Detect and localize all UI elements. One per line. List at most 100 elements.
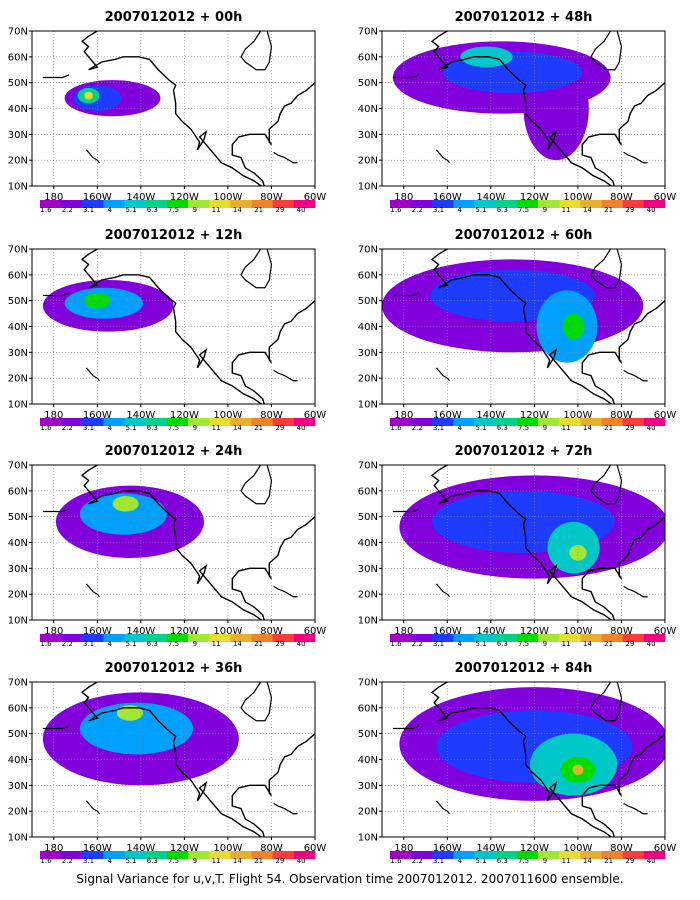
lat-tick-label: 30N: [8, 564, 28, 575]
lon-tick-label: 140W: [476, 626, 505, 637]
coastline: [85, 800, 100, 815]
colorbar-label: 1.6: [40, 640, 52, 648]
lat-tick-label: 20N: [8, 807, 28, 818]
lat-tick-label: 20N: [358, 156, 378, 167]
lon-tick-label: 60W: [304, 192, 327, 203]
colorbar-label: 5.1: [125, 640, 136, 648]
panel-title: 2007012012 + 00h: [105, 10, 243, 25]
colorbar-label: 4: [458, 424, 463, 432]
colorbar-label: 3.1: [83, 206, 94, 214]
panel-title: 2007012012 + 84h: [455, 661, 593, 676]
colorbar-swatch: [124, 634, 147, 642]
lon-tick-label: 160W: [433, 410, 462, 421]
variance-contour: [562, 313, 585, 340]
lon-tick-label: 100W: [563, 410, 592, 421]
coastline: [80, 249, 315, 404]
colorbar-swatch: [61, 634, 83, 642]
lon-tick-label: 180: [394, 410, 413, 421]
coastline: [392, 292, 420, 297]
colorbar-label: 9: [193, 206, 197, 214]
colorbar-label: 11: [212, 640, 221, 648]
colorbar-label: 2.2: [62, 857, 73, 865]
coastline: [435, 583, 450, 598]
lon-tick-label: 160W: [433, 626, 462, 637]
colorbar-label: 7.5: [168, 640, 179, 648]
lat-tick-label: 20N: [358, 374, 378, 385]
colorbar-label: 1.6: [40, 424, 52, 432]
colorbar-label: 29: [625, 640, 634, 648]
lat-tick-label: 60N: [358, 703, 378, 714]
colorbar-label: 4: [108, 206, 113, 214]
colorbar-swatch: [124, 418, 147, 426]
coastline: [430, 249, 665, 404]
lat-tick-label: 30N: [8, 348, 28, 359]
colorbar-label: 11: [212, 857, 221, 865]
lat-tick-label: 50N: [358, 78, 378, 89]
coastline: [430, 682, 665, 837]
lon-tick-label: 100W: [213, 410, 242, 421]
colorbar-swatch: [538, 634, 560, 642]
colorbar-label: 6.3: [497, 640, 508, 648]
lat-tick-label: 70N: [8, 245, 28, 256]
lat-tick-label: 50N: [8, 296, 28, 307]
colorbar-swatch: [40, 851, 62, 859]
lon-tick-label: 60W: [304, 626, 327, 637]
colorbar-swatch: [251, 634, 273, 642]
coastline: [623, 369, 648, 382]
coastline: [590, 682, 623, 722]
colorbar-swatch: [390, 634, 412, 642]
lat-tick-label: 40N: [358, 322, 378, 333]
lat-tick-label: 30N: [8, 781, 28, 792]
colorbar-label: 11: [212, 424, 221, 432]
colorbar-label: 2.2: [412, 424, 423, 432]
coastline: [85, 367, 100, 382]
colorbar-swatch: [453, 634, 475, 642]
lon-tick-label: 80W: [260, 410, 283, 421]
colorbar-swatch: [82, 634, 104, 642]
lon-tick-label: 80W: [610, 626, 633, 637]
lon-tick-label: 120W: [170, 626, 199, 637]
lon-tick-label: 140W: [476, 192, 505, 203]
lat-tick-label: 10N: [358, 182, 378, 193]
lon-tick-label: 100W: [563, 843, 592, 854]
colorbar-label: 9: [543, 424, 547, 432]
coastline: [273, 369, 298, 382]
colorbar-swatch: [580, 851, 602, 859]
colorbar-label: 6.3: [497, 206, 508, 214]
colorbar-swatch: [495, 418, 518, 426]
lon-tick-label: 140W: [476, 843, 505, 854]
map-panel: 2007012012 + 24h 70N 60N 50N 40N 30N 20N 10N 180…: [8, 444, 327, 648]
lat-tick-label: 60N: [358, 270, 378, 281]
colorbar-swatch: [188, 851, 210, 859]
figure-caption: Signal Variance for u,v,T. Flight 54. Ob…: [76, 872, 624, 886]
lon-tick-label: 60W: [304, 843, 327, 854]
colorbar-swatch: [61, 418, 83, 426]
colorbar-swatch: [209, 851, 231, 859]
panel-title: 2007012012 + 12h: [105, 228, 243, 243]
lat-tick-label: 60N: [358, 486, 378, 497]
coastline: [273, 585, 298, 598]
colorbar-swatch: [230, 418, 252, 426]
colorbar-swatch: [251, 851, 273, 859]
coastline: [42, 508, 70, 513]
lat-tick-label: 10N: [8, 616, 28, 627]
colorbar-swatch: [61, 200, 83, 208]
colorbar-label: 6.3: [497, 857, 508, 865]
colorbar-label: 1.6: [390, 857, 402, 865]
colorbar-swatch: [40, 634, 62, 642]
colorbar-label: 9: [193, 424, 197, 432]
colorbar-swatch: [453, 851, 475, 859]
lon-tick-label: 80W: [260, 192, 283, 203]
colorbar-swatch: [538, 851, 560, 859]
lon-tick-label: 100W: [213, 626, 242, 637]
colorbar-swatch: [601, 851, 623, 859]
lon-tick-label: 180: [44, 410, 63, 421]
lat-tick-label: 50N: [358, 296, 378, 307]
colorbar-swatch: [538, 418, 560, 426]
colorbar-swatch: [145, 634, 168, 642]
map-panel: 2007012012 + 00h 70N 60N 50N 40N 30N 20N 10N 180…: [8, 10, 327, 214]
lat-tick-label: 60N: [8, 486, 28, 497]
lon-tick-label: 160W: [83, 843, 112, 854]
colorbar-label: 7.5: [518, 857, 529, 865]
lon-tick-label: 120W: [170, 192, 199, 203]
